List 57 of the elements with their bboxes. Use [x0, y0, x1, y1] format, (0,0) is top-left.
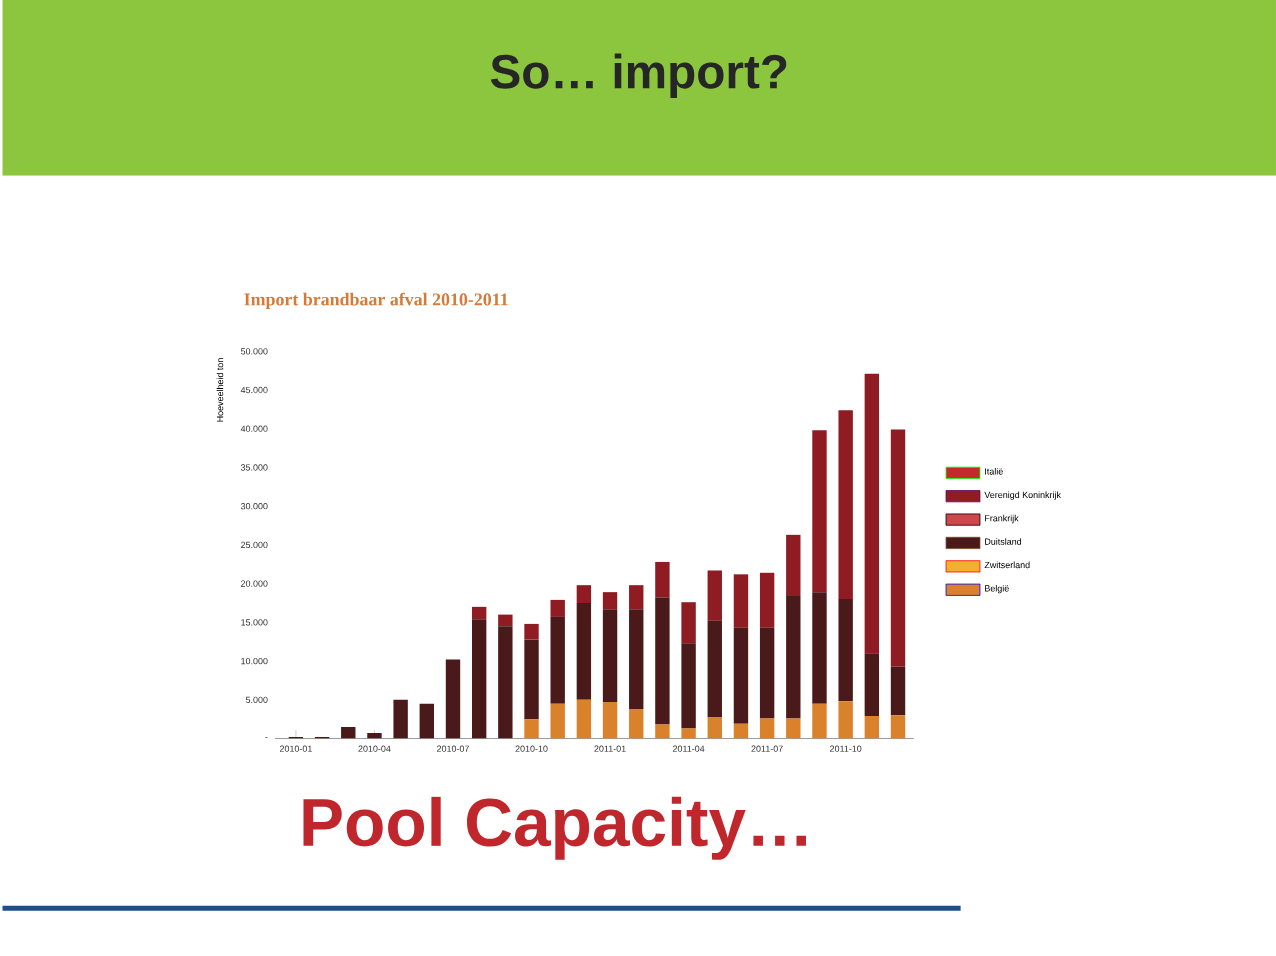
bar	[445, 659, 461, 739]
bar	[759, 572, 775, 628]
bar	[707, 570, 722, 621]
bar	[812, 703, 827, 739]
bar	[576, 585, 592, 603]
bar	[629, 585, 644, 610]
bar	[576, 699, 592, 739]
bar	[812, 430, 827, 593]
bar	[759, 627, 775, 719]
bar	[890, 429, 906, 667]
bar	[524, 639, 539, 720]
bar	[550, 616, 565, 704]
bar	[629, 609, 644, 710]
bar	[733, 574, 749, 628]
bar	[890, 715, 906, 739]
bar	[838, 410, 853, 600]
bar	[367, 733, 382, 739]
bar	[681, 602, 696, 644]
bar	[864, 716, 880, 739]
bar	[655, 724, 670, 739]
bar	[707, 717, 722, 739]
bar	[629, 709, 644, 739]
bar	[524, 623, 539, 640]
bar	[341, 726, 356, 739]
bar	[602, 702, 618, 739]
bar	[812, 592, 827, 704]
bar	[419, 703, 435, 739]
chart-title: So… import?	[490, 53, 787, 99]
bar	[471, 606, 487, 620]
bar	[786, 534, 801, 596]
text: Pool Capacity…	[303, 796, 806, 860]
bar	[733, 627, 749, 724]
bar	[655, 561, 670, 598]
bar	[759, 718, 775, 739]
bar	[890, 666, 906, 716]
bar	[550, 703, 565, 739]
bar	[733, 723, 749, 739]
bar	[707, 620, 722, 718]
bar	[864, 653, 880, 717]
bar	[498, 626, 513, 739]
bar	[524, 719, 539, 739]
bar	[838, 701, 853, 739]
bar	[602, 592, 618, 610]
bar	[550, 599, 565, 617]
bar	[576, 602, 592, 700]
bar	[864, 373, 880, 654]
bar	[838, 599, 853, 702]
bar	[681, 728, 696, 739]
bar	[393, 699, 408, 739]
bar	[681, 643, 696, 729]
bar	[786, 718, 801, 739]
bar	[602, 609, 618, 703]
bar	[498, 614, 513, 627]
bar	[786, 595, 801, 719]
bar	[655, 597, 670, 725]
bar	[471, 619, 487, 739]
chart-subtitle: Import brandbaar afval 2010-2011	[244, 292, 508, 310]
